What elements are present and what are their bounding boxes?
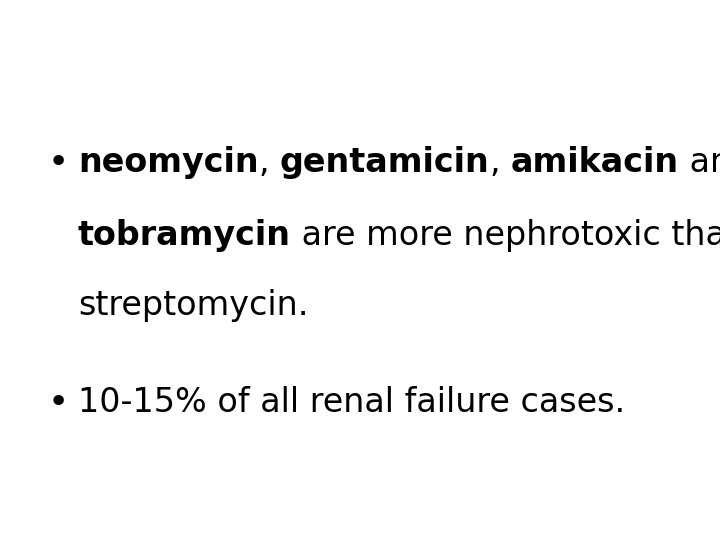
Text: streptomycin.: streptomycin. — [78, 289, 308, 322]
Text: gentamicin: gentamicin — [280, 146, 490, 179]
Text: ,: , — [490, 146, 511, 179]
Text: are more nephrotoxic than: are more nephrotoxic than — [291, 219, 720, 252]
Text: and: and — [679, 146, 720, 179]
Text: •: • — [48, 386, 69, 420]
Text: neomycin: neomycin — [78, 146, 258, 179]
Text: •: • — [48, 146, 69, 180]
Text: 10-15% of all renal failure cases.: 10-15% of all renal failure cases. — [78, 386, 625, 419]
Text: tobramycin: tobramycin — [78, 219, 291, 252]
Text: ,: , — [258, 146, 280, 179]
Text: amikacin: amikacin — [511, 146, 679, 179]
